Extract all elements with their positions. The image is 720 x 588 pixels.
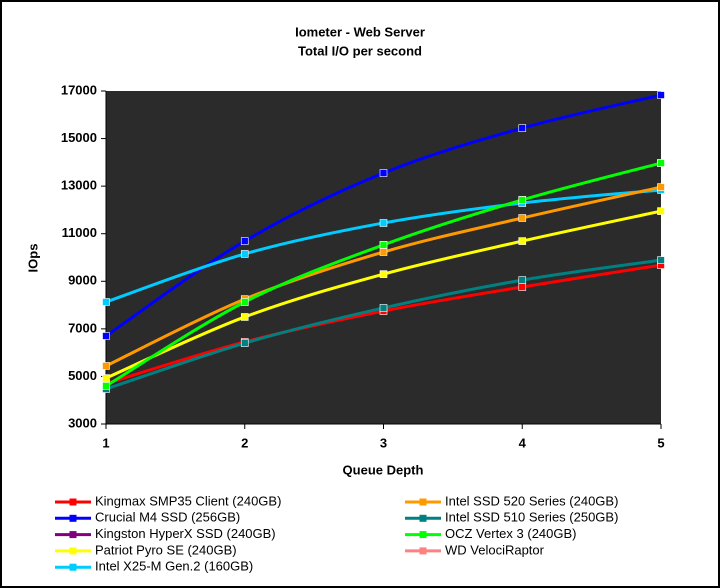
- series-marker: [240, 313, 249, 321]
- y-tick-label: 9000: [68, 273, 97, 288]
- legend-marker: [419, 547, 427, 555]
- legend-marker: [69, 547, 77, 555]
- y-tick-label: 11000: [62, 225, 97, 240]
- chart-title: Iometer - Web Server: [295, 24, 425, 39]
- series-marker: [102, 298, 110, 306]
- legend-label: Intel X25-M Gen.2 (160GB): [95, 559, 253, 574]
- series-marker: [379, 169, 388, 177]
- series-marker: [379, 219, 388, 227]
- y-tick-label: 3000: [68, 415, 97, 430]
- series-marker: [518, 196, 527, 204]
- x-tick-label: 4: [519, 435, 527, 450]
- y-tick-label: 7000: [68, 320, 97, 335]
- series-marker: [379, 270, 388, 278]
- series-marker: [379, 241, 388, 249]
- legend-label: Kingmax SMP35 Client (240GB): [95, 493, 281, 508]
- x-tick-label: 1: [102, 435, 109, 450]
- series-marker: [518, 283, 527, 291]
- legend-marker: [69, 498, 77, 506]
- series-marker: [102, 332, 110, 340]
- series-marker: [518, 124, 527, 132]
- y-tick-label: 13000: [61, 178, 97, 193]
- series-marker: [240, 237, 249, 245]
- series-marker: [240, 250, 249, 258]
- chart-subtitle: Total I/O per second: [298, 43, 422, 58]
- series-marker: [657, 256, 665, 264]
- series-marker: [657, 91, 665, 99]
- series-marker: [379, 248, 388, 256]
- legend-marker: [69, 531, 77, 539]
- legend-label: Kingston HyperX SSD (240GB): [95, 526, 276, 541]
- series-marker: [657, 183, 665, 191]
- legend-label: Intel SSD 520 Series (240GB): [445, 493, 618, 508]
- series-marker: [657, 207, 665, 215]
- series-marker: [102, 382, 110, 390]
- series-marker: [518, 214, 527, 222]
- series-marker: [379, 304, 388, 312]
- y-tick-label: 15000: [61, 130, 97, 145]
- legend-marker: [419, 514, 427, 522]
- legend-label: Patriot Pyro SE (240GB): [95, 542, 237, 557]
- series-marker: [518, 237, 527, 245]
- legend-marker: [419, 498, 427, 506]
- series-marker: [102, 362, 110, 370]
- plot-area: [106, 91, 661, 424]
- y-tick-label: 17000: [61, 82, 97, 97]
- x-tick-label: 3: [380, 435, 387, 450]
- legend-label: Crucial M4 SSD (256GB): [95, 510, 240, 525]
- legend-marker: [69, 514, 77, 522]
- legend-marker: [69, 563, 77, 571]
- series-marker: [240, 298, 249, 306]
- y-tick-label: 5000: [68, 368, 97, 383]
- y-axis-label: IOps: [25, 244, 40, 273]
- series-marker: [518, 276, 527, 284]
- series-marker: [240, 339, 249, 347]
- x-axis-label: Queue Depth: [343, 462, 424, 477]
- series-marker: [657, 159, 665, 167]
- series-marker: [102, 374, 110, 382]
- legend-label: OCZ Vertex 3 (240GB): [445, 526, 577, 541]
- legend-marker: [419, 531, 427, 539]
- x-tick-label: 5: [657, 435, 664, 450]
- legend-label: Intel SSD 510 Series (250GB): [445, 510, 618, 525]
- x-tick-label: 2: [241, 435, 248, 450]
- legend-label: WD VelociRaptor: [445, 542, 545, 557]
